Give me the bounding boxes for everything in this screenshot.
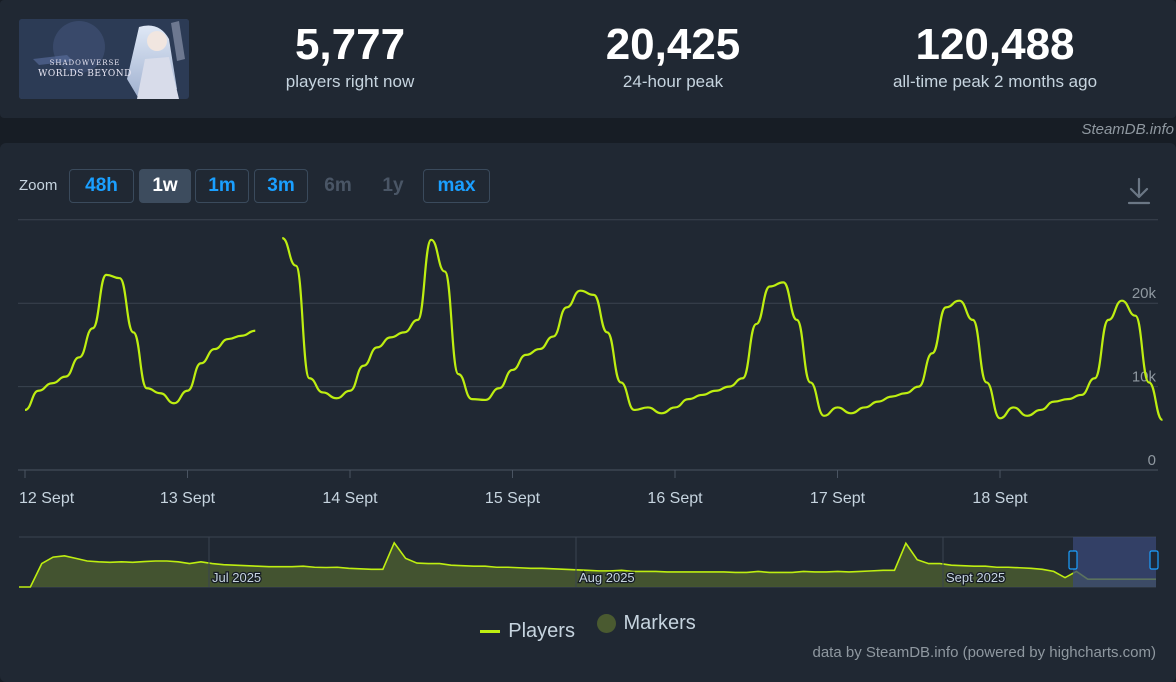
y-tick-label: 20k — [1132, 285, 1157, 302]
stat-players-now: 5,777 players right now — [250, 20, 450, 92]
zoom-max-button[interactable]: max — [423, 169, 490, 203]
x-tick-label: 17 Sept — [810, 490, 866, 507]
x-axis-ticks: 12 Sept 13 Sept 14 Sept 15 Sept 16 Sept 17 Se… — [19, 470, 1028, 507]
legend-item-players[interactable]: Players — [480, 620, 575, 643]
logo-text-line1: SHADOWVERSE — [49, 59, 121, 67]
x-tick-label: 14 Sept — [322, 490, 378, 507]
stat-all-time-peak: 120,488 all-time peak 2 months ago — [855, 20, 1135, 92]
steamdb-credit-link[interactable]: SteamDB.info — [1081, 121, 1174, 138]
navigator-handle[interactable] — [1149, 550, 1159, 570]
game-art — [19, 19, 189, 99]
y-axis-ticks: 0 10k 20k — [1132, 285, 1157, 469]
legend-label-markers: Markers — [623, 612, 696, 634]
x-tick-label: 16 Sept — [647, 490, 703, 507]
navigator-chart[interactable]: Jul 2025 Aug 2025 Sept 2025 — [0, 535, 1176, 593]
highcharts-credit-link[interactable]: data by SteamDB.info (powered by highcha… — [812, 644, 1157, 661]
zoom-6m-button: 6m — [324, 175, 352, 196]
player-count-chart[interactable]: 0 10k 20k 12 Sept 13 Sept 14 Sept 15 Sept 16 S… — [0, 215, 1176, 515]
stat-label: all-time peak 2 months ago — [892, 72, 1098, 91]
game-logo: SHADOWVERSE WORLDS BEYOND — [19, 19, 189, 99]
x-tick-label: 15 Sept — [485, 490, 541, 507]
stat-24h-peak: 20,425 24-hour peak — [573, 20, 773, 92]
chart-grid — [18, 219, 1158, 471]
stats-panel: SHADOWVERSE WORLDS BEYOND 5,777 players … — [0, 0, 1176, 118]
y-tick-label: 0 — [1148, 452, 1156, 469]
logo-text-line2: WORLDS BEYOND — [38, 69, 132, 79]
zoom-3m-button[interactable]: 3m — [254, 169, 308, 203]
navigator-x-ticks: Jul 2025 Aug 2025 Sept 2025 — [208, 537, 1007, 587]
markers-legend-symbol — [596, 614, 616, 633]
download-icon[interactable] — [1126, 176, 1152, 206]
zoom-label: Zoom — [19, 177, 58, 194]
y-tick-label: 10k — [1132, 369, 1157, 386]
stat-value: 20,425 — [605, 20, 741, 69]
legend-item-markers[interactable]: Markers — [596, 612, 696, 635]
stat-label: 24-hour peak — [622, 72, 724, 91]
navigator-tick-label: Jul 2025 — [212, 570, 261, 585]
zoom-1y-button: 1y — [382, 175, 404, 196]
navigator-selected-range[interactable] — [1073, 537, 1156, 587]
legend-label-players: Players — [508, 620, 575, 642]
x-tick-label: 18 Sept — [972, 490, 1028, 507]
stat-value: 120,488 — [915, 20, 1075, 69]
zoom-1m-button[interactable]: 1m — [195, 169, 249, 203]
zoom-48h-button[interactable]: 48h — [69, 169, 134, 203]
players-legend-symbol — [480, 630, 501, 633]
stat-value: 5,777 — [294, 20, 406, 69]
navigator-tick-label: Aug 2025 — [579, 570, 635, 585]
stat-label: players right now — [285, 72, 415, 91]
navigator-area — [19, 542, 1156, 587]
zoom-1w-button[interactable]: 1w — [139, 169, 191, 203]
x-tick-label: 13 Sept — [160, 490, 216, 507]
navigator-selection[interactable] — [1068, 537, 1159, 587]
x-tick-label: 12 Sept — [19, 490, 75, 507]
chart-panel — [0, 143, 1176, 682]
players-line — [281, 237, 1164, 422]
navigator-handle[interactable] — [1068, 550, 1078, 570]
players-series — [24, 237, 1164, 422]
players-line — [24, 273, 256, 412]
chart-legend: Players Markers — [0, 612, 1176, 643]
navigator-tick-label: Sept 2025 — [946, 570, 1005, 585]
